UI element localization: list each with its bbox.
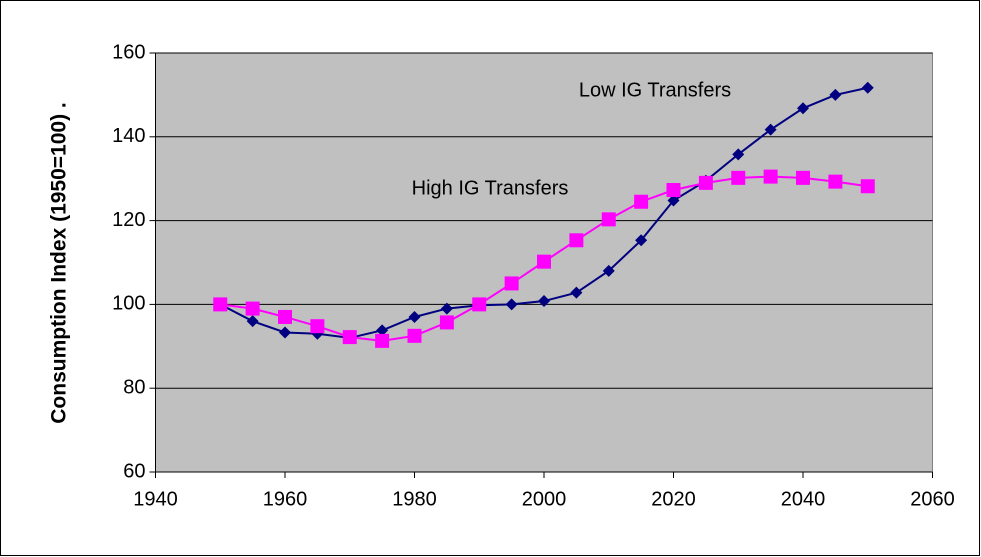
marker xyxy=(861,81,874,94)
marker xyxy=(570,286,583,299)
marker xyxy=(504,276,519,291)
marker xyxy=(505,298,518,311)
marker xyxy=(310,319,325,334)
y-tick-label: 100 xyxy=(112,293,145,315)
x-tick-label: 1980 xyxy=(392,488,437,510)
y-axis-label: Consumption Index (1950=100) . xyxy=(48,102,71,424)
marker xyxy=(634,194,649,209)
marker xyxy=(375,333,390,348)
marker xyxy=(602,264,615,277)
marker xyxy=(246,315,259,328)
y-tick-label: 160 xyxy=(112,41,145,63)
y-tick-label: 120 xyxy=(112,209,145,231)
marker xyxy=(408,310,421,323)
marker xyxy=(666,183,681,198)
marker xyxy=(538,295,550,308)
x-tick-label: 1940 xyxy=(133,488,178,510)
marker xyxy=(213,297,228,312)
y-tick-label: 60 xyxy=(123,460,145,482)
x-tick-label: 2000 xyxy=(522,488,567,510)
y-tick-label: 80 xyxy=(123,376,145,398)
x-tick-label: 2060 xyxy=(910,488,955,510)
marker xyxy=(376,324,389,337)
y-tick-label: 140 xyxy=(112,125,145,147)
marker xyxy=(537,254,551,269)
marker xyxy=(245,301,260,316)
marker xyxy=(731,170,746,185)
annotation: High IG Transfers xyxy=(412,177,569,199)
marker xyxy=(763,169,778,184)
marker xyxy=(279,326,291,339)
marker xyxy=(732,148,745,161)
marker xyxy=(698,175,713,190)
marker xyxy=(407,328,422,343)
marker xyxy=(278,309,292,324)
marker xyxy=(342,330,357,345)
x-tick-label: 2040 xyxy=(781,488,826,510)
marker xyxy=(829,88,842,101)
marker xyxy=(860,179,875,194)
marker xyxy=(440,302,453,315)
x-tick-label: 1960 xyxy=(263,488,308,510)
marker xyxy=(828,174,843,189)
marker xyxy=(635,234,648,247)
marker xyxy=(796,170,810,185)
marker xyxy=(569,233,584,248)
marker xyxy=(667,194,680,207)
x-tick-label: 2020 xyxy=(651,488,696,510)
marker xyxy=(797,102,809,115)
annotation: Low IG Transfers xyxy=(579,79,731,101)
marker xyxy=(601,212,616,227)
marker xyxy=(439,315,454,330)
marker xyxy=(472,297,487,312)
marker xyxy=(764,123,777,136)
